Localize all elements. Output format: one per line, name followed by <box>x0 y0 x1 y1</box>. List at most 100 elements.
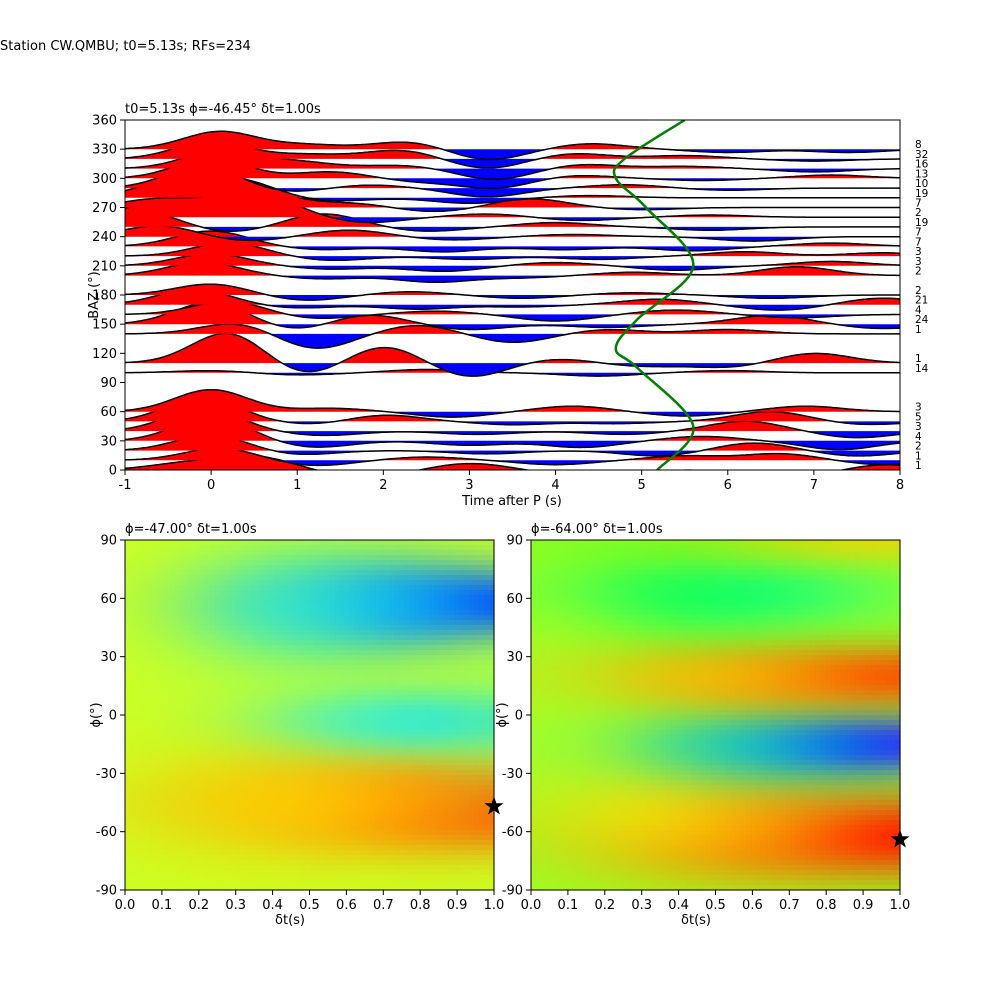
heatmap-cell <box>220 610 226 616</box>
heatmap-cell <box>449 565 455 571</box>
heatmap-cell <box>474 790 480 796</box>
heatmap-cell <box>374 565 380 571</box>
heatmap-cell <box>374 620 380 626</box>
heatmap-cell <box>339 675 345 681</box>
heatmap-cell <box>180 545 186 551</box>
heatmap-cell <box>155 575 161 581</box>
heatmap-cell <box>339 795 345 801</box>
heatmap-cell <box>285 745 291 751</box>
heatmap-cell <box>300 660 306 666</box>
heatmap-cell <box>145 800 151 806</box>
heatmap-cell <box>429 630 435 636</box>
heatmap-cell <box>334 550 340 556</box>
heatmap-cell <box>354 660 360 666</box>
heatmap-cell <box>220 840 226 846</box>
heatmap-cell <box>130 605 136 611</box>
heatmap-cell <box>474 760 480 766</box>
heatmap-cell <box>474 630 480 636</box>
heatmap-cell <box>290 645 296 651</box>
heatmap-cell <box>484 840 490 846</box>
heatmap-cell <box>205 855 211 861</box>
heatmap-cell <box>434 785 440 791</box>
heatmap-cell <box>354 585 360 591</box>
heatmap-cell <box>310 705 316 711</box>
heatmap-cell <box>280 710 286 716</box>
heatmap-cell <box>324 795 330 801</box>
heatmap-cell <box>200 655 206 661</box>
heatmap-cell <box>285 835 291 841</box>
heatmap-cell <box>255 615 261 621</box>
heatmap-cell <box>359 620 365 626</box>
heatmap-cell <box>429 555 435 561</box>
heatmap-cell <box>175 720 181 726</box>
heatmap-cell <box>230 595 236 601</box>
heatmap-cell <box>140 635 146 641</box>
heatmap-cell <box>165 545 171 551</box>
heatmap-cell <box>310 750 316 756</box>
heatmap-cell <box>300 580 306 586</box>
heatmap-cell <box>319 550 325 556</box>
heatmap-cell <box>275 640 281 646</box>
heatmap-cell <box>140 710 146 716</box>
heatmap-cell <box>314 700 320 706</box>
heatmap-cell <box>300 575 306 581</box>
heatmap-cell <box>310 850 316 856</box>
heatmap-cell <box>240 715 246 721</box>
heatmap-cell <box>434 705 440 711</box>
heatmap-cell <box>474 765 480 771</box>
heatmap-cell <box>200 600 206 606</box>
heatmap-cell <box>295 560 301 566</box>
heatmap-cell <box>290 680 296 686</box>
heatmap-cell <box>285 610 291 616</box>
heatmap-cell <box>344 630 350 636</box>
heatmap-cell <box>379 780 385 786</box>
heatmap-cell <box>295 845 301 851</box>
heatmap-cell <box>344 745 350 751</box>
heatmap-cell <box>195 720 201 726</box>
heatmap-cell <box>215 695 221 701</box>
heatmap-cell <box>290 790 296 796</box>
heatmap-cell <box>265 675 271 681</box>
heatmap-cell <box>449 830 455 836</box>
heatmap-cell <box>384 695 390 701</box>
heatmap-cell <box>349 800 355 806</box>
heatmap-cell <box>190 680 196 686</box>
heatmap-cell <box>155 730 161 736</box>
heatmap-cell <box>310 570 316 576</box>
heatmap-cell <box>310 745 316 751</box>
heatmap-cell <box>469 720 475 726</box>
heatmap-cell <box>409 550 415 556</box>
heatmap-cell <box>275 615 281 621</box>
heatmap-cell <box>180 725 186 731</box>
heatmap-cell <box>389 805 395 811</box>
heatmap-cell <box>484 770 490 776</box>
heatmap-cell <box>324 660 330 666</box>
heatmap-cell <box>265 810 271 816</box>
heatmap-cell <box>339 570 345 576</box>
heatmap-cell <box>474 775 480 781</box>
heatmap-cell <box>155 570 161 576</box>
heatmap-cell <box>150 685 156 691</box>
heatmap-cell <box>150 855 156 861</box>
heatmap-cell <box>399 735 405 741</box>
heatmap-cell <box>175 570 181 576</box>
heatmap-cell <box>434 750 440 756</box>
heatmap-cell <box>334 710 340 716</box>
heatmap-cell <box>310 630 316 636</box>
heatmap-cell <box>394 760 400 766</box>
heatmap-cell <box>270 835 276 841</box>
heatmap-cell <box>295 575 301 581</box>
heatmap-cell <box>250 805 256 811</box>
heatmap-cell <box>404 765 410 771</box>
heatmap-cell <box>140 590 146 596</box>
heatmap-cell <box>295 585 301 591</box>
heatmap-cell <box>319 835 325 841</box>
heatmap-cell <box>260 650 266 656</box>
heatmap-cell <box>414 665 420 671</box>
heatmap-cell <box>414 720 420 726</box>
heatmap-cell <box>459 705 465 711</box>
heatmap-cell <box>369 820 375 826</box>
heatmap-cell <box>379 545 385 551</box>
heatmap-cell <box>429 615 435 621</box>
heatmap-cell <box>389 845 395 851</box>
